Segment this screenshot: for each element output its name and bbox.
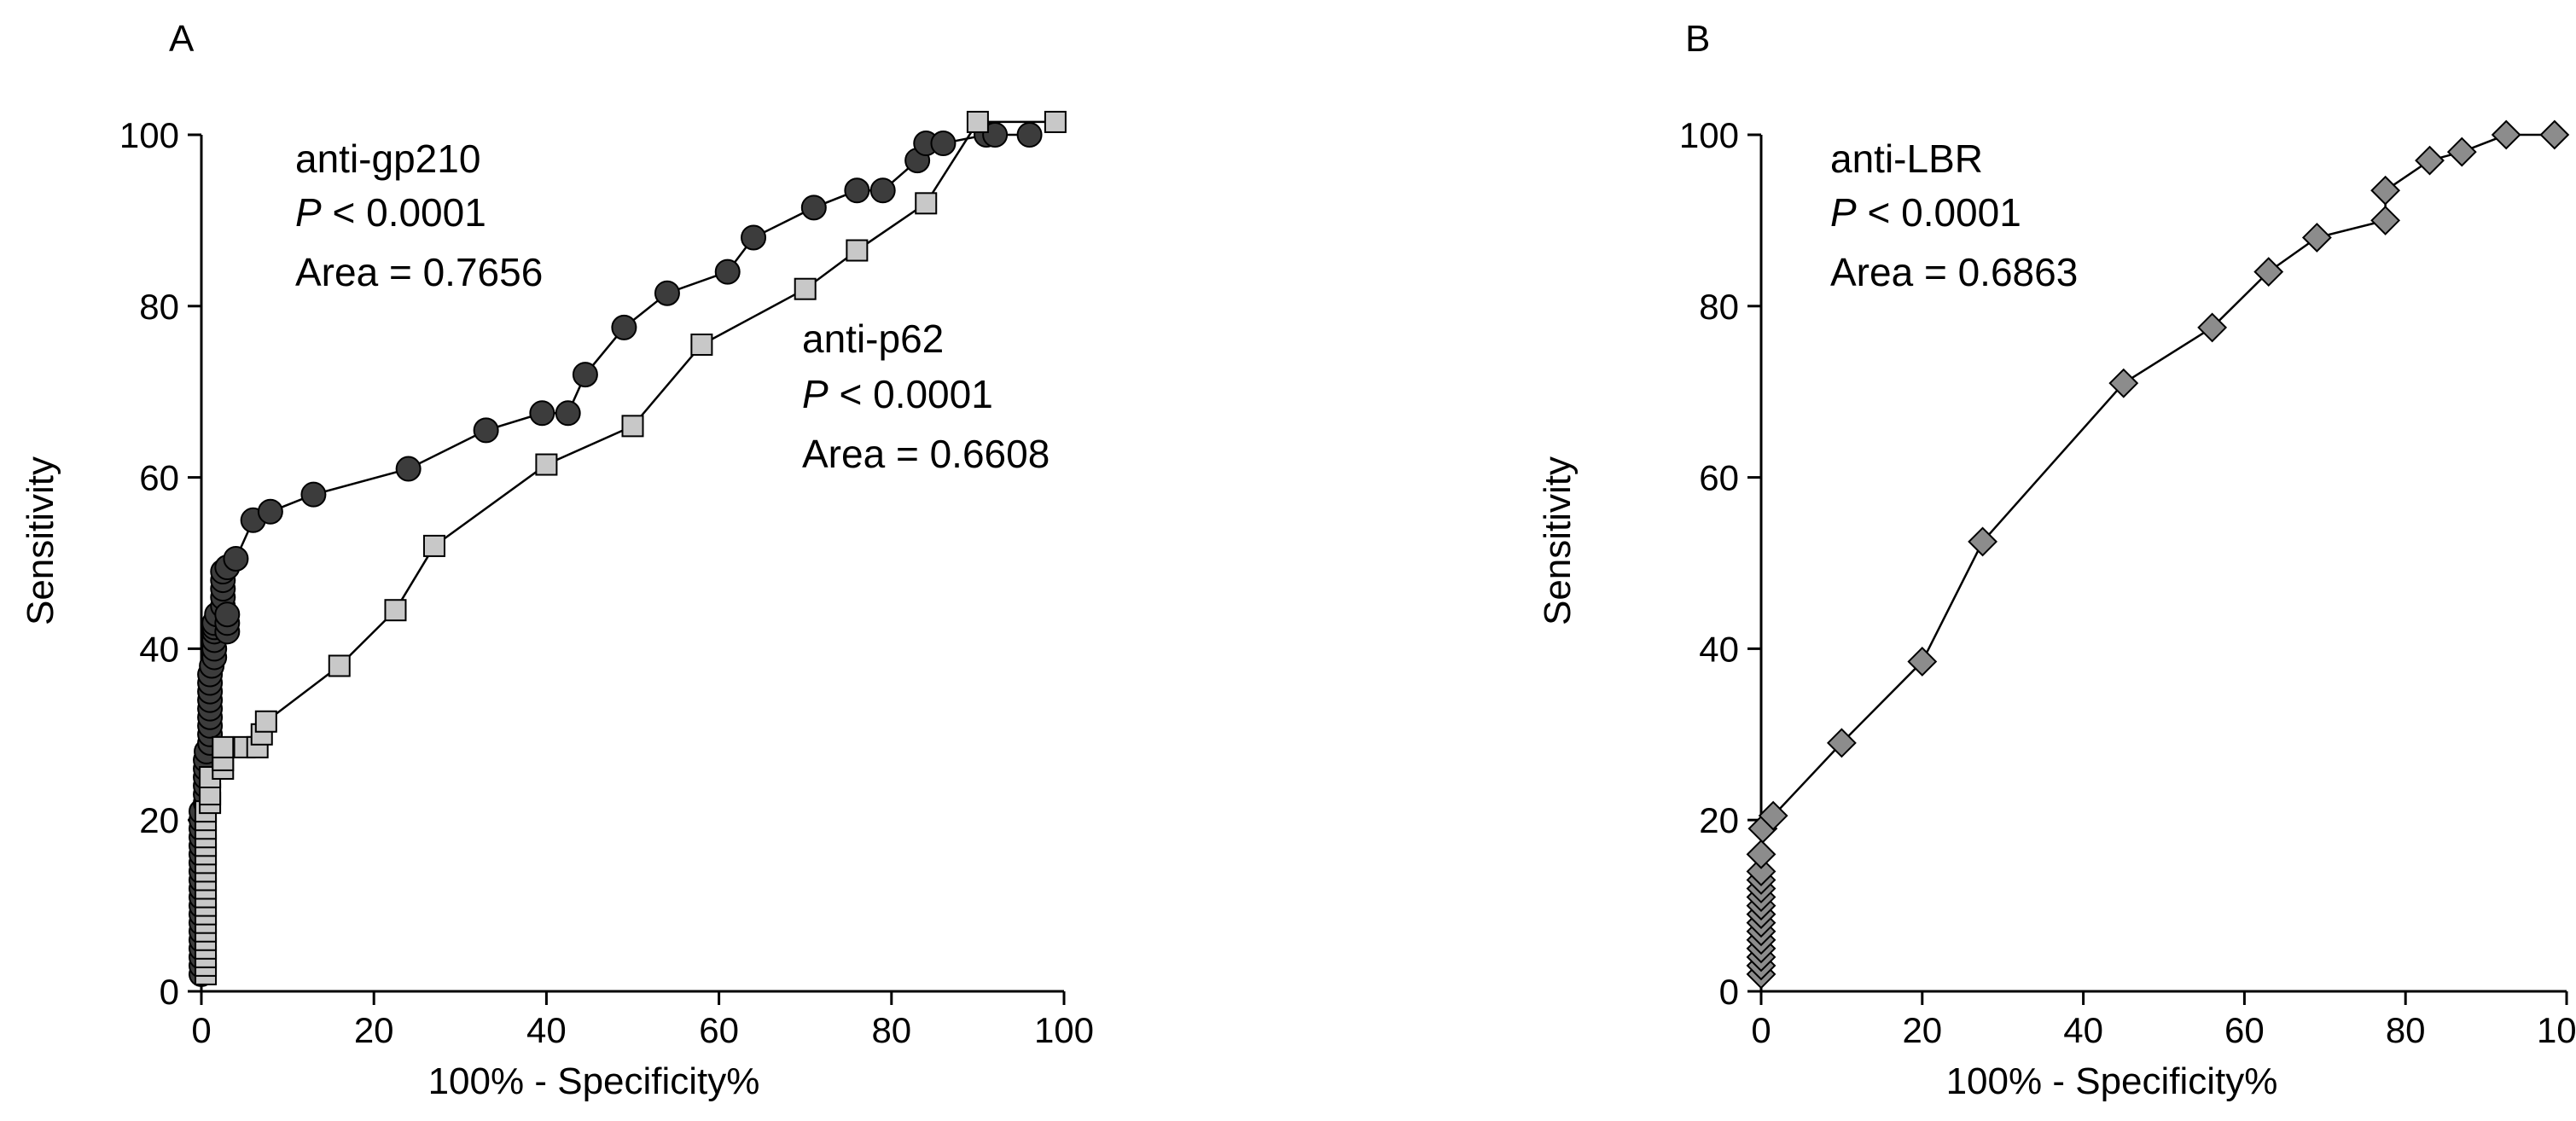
panel-b-anti-lbr-point [2197,312,2228,343]
panel-a-axes: 0 20 40 60 80 100 0 20 40 60 80 100 [119,115,1094,1050]
panel-b-anti-lbr-point [2108,368,2139,398]
panel-a-anti-gp210-point [529,400,555,427]
panel-b-anti-lbr-point [2370,205,2401,235]
panel-a-anti-p62-point [621,415,644,438]
panel-b: B 0 20 40 60 80 100 0 20 40 60 80 100 100% - Specif… [1537,18,2576,1102]
panel-b-y-tick-label: 20 [1699,800,1739,840]
panel-b-anti-lbr-point [1826,728,1857,758]
panel-a-anti-gp210-point [473,417,499,444]
panel-a-anti-gp210-point [223,545,249,572]
panel-b-y-tick-label: 0 [1719,972,1739,1012]
panel-b-anti-lbr-point [1968,526,1998,557]
panel-a-series [189,110,1067,987]
panel-b-anti-lbr-point [2491,119,2521,150]
panel-b-y-tick-label: 80 [1699,287,1739,327]
panel-a-y-tick-label: 60 [139,458,179,498]
panel-b-axes: 0 20 40 60 80 100 0 20 40 60 80 100 [1679,115,2576,1050]
panel-b-anti-lbr-point [1746,857,1776,886]
panel-a-anti-p62-point [328,654,351,677]
panel-b-anti-lbr-point [2370,175,2401,206]
panel-a-anti-gp210-point [741,224,767,251]
panel-a-anti-p62-point [846,239,869,262]
panel-a-anti-p62-point [966,110,989,133]
panel-b-x-tick-label: 20 [1902,1010,1942,1050]
panel-b-y-tick-label: 40 [1699,629,1739,669]
panel-a-letter: A [169,18,195,60]
panel-a-anti-gp210-point [214,601,241,628]
panel-a-anti-gp210-point [654,280,680,306]
panel-a: A 0 20 40 60 80 100 0 20 40 60 80 100 100% - Specif… [20,18,1094,1102]
panel-b-letter: B [1685,18,1710,60]
panel-a-anti-gp210-point [844,177,870,204]
annotation-p62-name: anti-p62 [802,317,944,361]
panel-a-anti-p62-point [690,333,713,356]
annotation-gp210-name: anti-gp210 [295,136,480,181]
panel-a-x-axis-title: 100% - Specificity% [428,1060,760,1102]
annotation-lbr-p: P < 0.0001 [1830,190,2021,235]
annotation-p62-area: Area = 0.6608 [802,432,1050,476]
panel-a-anti-p62-point [915,192,938,215]
panel-a-x-tick-label: 60 [699,1010,739,1050]
panel-a-anti-gp210-point [555,400,581,427]
panel-a-anti-p62-point [254,710,277,733]
panel-a-y-tick-label: 80 [139,287,179,327]
panel-a-anti-gp210-point [611,314,637,340]
panel-a-y-tick-label: 20 [139,800,179,840]
panel-a-anti-gp210-point [714,258,741,285]
panel-a-y-tick-label: 40 [139,629,179,669]
panel-b-x-tick-label: 0 [1751,1010,1771,1050]
panel-a-anti-gp210-point [395,456,422,482]
annotation-gp210-p: P < 0.0001 [295,190,486,235]
panel-a-anti-p62-point [1044,110,1067,133]
panel-a-y-axis-title: Sensitivity [20,456,61,625]
panel-b-anti-lbr-point [2539,119,2570,150]
panel-b-anti-lbr-point [1746,839,1776,869]
panel-b-anti-lbr-point [2446,136,2477,167]
annotation-p62-p: P < 0.0001 [802,372,993,416]
panel-a-anti-p62-point [535,453,558,476]
panel-b-y-tick-label: 100 [1679,115,1739,155]
panel-b-anti-lbr-point [2301,223,2332,253]
panel-a-anti-gp210-point [572,362,598,388]
panel-b-y-axis-title: Sensitivity [1537,456,1579,625]
panel-a-anti-gp210-point [300,481,327,508]
panel-a-anti-p62-point [422,534,445,557]
panel-a-y-tick-label: 100 [119,115,179,155]
panel-a-anti-p62-point [212,735,235,758]
panel-b-x-tick-label: 80 [2386,1010,2426,1050]
annotation-lbr-area: Area = 0.6863 [1830,250,2078,294]
annotation-lbr-name: anti-LBR [1830,136,1983,181]
panel-b-series [1746,119,2570,990]
panel-b-anti-lbr-point [1907,647,1938,677]
panel-b-anti-lbr-point [1758,800,1788,831]
panel-a-x-tick-label: 20 [354,1010,394,1050]
panel-a-x-tick-label: 80 [871,1010,911,1050]
panel-b-x-axis-title: 100% - Specificity% [1946,1060,2278,1102]
panel-a-y-tick-label: 0 [160,972,179,1012]
panel-a-anti-p62-point [384,599,407,622]
panel-a-x-tick-label: 40 [526,1010,567,1050]
panel-b-y-tick-label: 60 [1699,458,1739,498]
panel-a-anti-gp210-point [1016,122,1043,148]
panel-b-anti-lbr-point [2253,257,2284,288]
panel-b-annotation-lbr: anti-LBR P < 0.0001 Area = 0.6863 [1830,136,2078,294]
panel-b-anti-lbr-point [2415,145,2445,176]
panel-a-x-tick-label: 0 [191,1010,211,1050]
panel-a-anti-gp210-point [869,177,896,204]
panel-a-annotation-gp210: anti-gp210 P < 0.0001 Area = 0.7656 [295,136,543,294]
panel-a-anti-gp210-point [800,195,827,221]
panel-a-annotation-p62: anti-p62 P < 0.0001 Area = 0.6608 [802,317,1050,476]
panel-b-x-tick-label: 60 [2224,1010,2265,1050]
panel-b-x-tick-label: 100 [2537,1010,2576,1050]
panel-b-x-tick-label: 40 [2063,1010,2103,1050]
panel-a-anti-p62-point [794,277,817,300]
panel-a-x-tick-label: 100 [1034,1010,1094,1050]
panel-a-anti-gp210-point [930,131,957,157]
annotation-gp210-area: Area = 0.7656 [295,250,543,294]
panel-a-anti-gp210-point [257,498,283,525]
